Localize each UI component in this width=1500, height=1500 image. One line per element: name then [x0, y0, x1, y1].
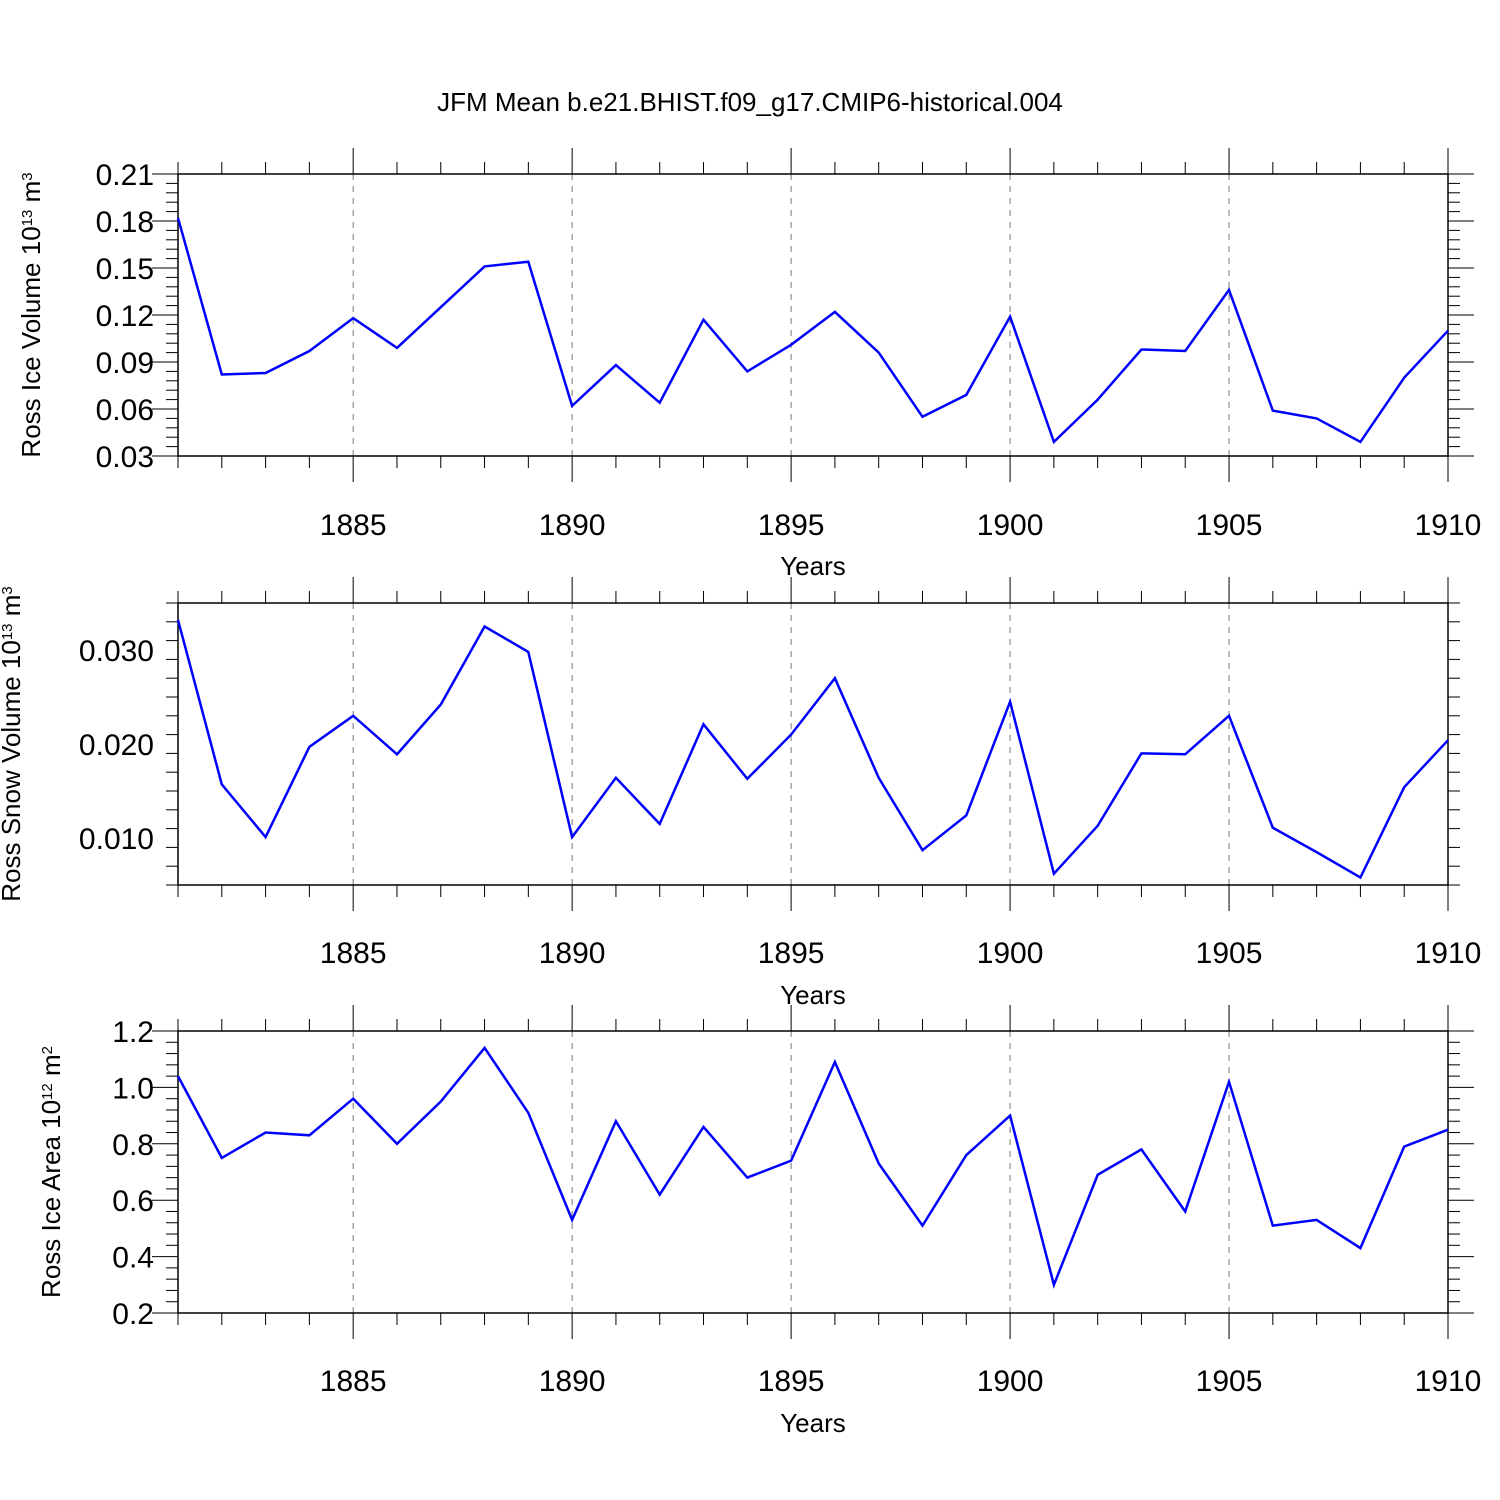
y-tick-label: 0.2 [112, 1298, 154, 1331]
x-tick-label: 1910 [1415, 509, 1482, 542]
y-axis-label: Ross Ice Area 1012 m2 [36, 1046, 66, 1298]
x-tick-label: 1885 [320, 1365, 387, 1398]
x-tick-label: 1885 [320, 937, 387, 970]
y-tick-label: 1.2 [112, 1016, 154, 1049]
plot-frame [177, 1030, 1449, 1314]
x-tick-label: 1905 [1196, 937, 1263, 970]
y-tick-label: 0.020 [79, 729, 154, 762]
series-line [176, 619, 1449, 880]
series-line [176, 1045, 1449, 1289]
plot-frame [177, 602, 1449, 886]
y-tick-label: 0.06 [96, 394, 154, 427]
y-axis-label: Ross Ice Volume 1013 m3 [16, 172, 46, 457]
x-tick-label: 1900 [977, 937, 1044, 970]
plot-frame [177, 173, 1449, 457]
chart-panel-3: 0.2 0.4 0.6 0.8 1.0 1.2 1885 1890 1895 1900 1905 19… [36, 1005, 1481, 1438]
x-tick-label: 1905 [1196, 509, 1263, 542]
x-tick-label: 1890 [539, 937, 606, 970]
y-tick-label: 1.0 [112, 1072, 154, 1105]
y-tick-label: 0.030 [79, 635, 154, 668]
x-tick-label: 1890 [539, 1365, 606, 1398]
x-axis-label: Years [780, 1408, 846, 1438]
x-tick-label: 1895 [758, 509, 825, 542]
chart-panel-2: 0.010 0.020 0.030 1885 1890 1895 1900 1905 1910 Y… [0, 577, 1481, 1010]
y-tick-label: 0.010 [79, 823, 154, 856]
y-tick-label: 0.15 [96, 253, 154, 286]
y-tick-label: 0.03 [96, 441, 154, 474]
y-tick-label: 0.6 [112, 1185, 154, 1218]
x-tick-label: 1900 [977, 1365, 1044, 1398]
y-tick-label: 0.12 [96, 300, 154, 333]
series-line [176, 217, 1449, 445]
y-tick-label: 0.4 [112, 1242, 154, 1275]
x-tick-label: 1905 [1196, 1365, 1263, 1398]
x-axis-label: Years [780, 980, 846, 1010]
x-tick-label: 1890 [539, 509, 606, 542]
x-tick-label: 1910 [1415, 1365, 1482, 1398]
x-tick-label: 1910 [1415, 937, 1482, 970]
chart-panel-1: 0.03 0.06 0.09 0.12 0.15 0.18 0.21 1885 1890 1895… [16, 148, 1481, 581]
y-tick-label: 0.18 [96, 206, 154, 239]
x-axis-label: Years [780, 551, 846, 581]
y-axis-label: Ross Snow Volume 1013 m3 [0, 586, 26, 902]
x-tick-label: 1900 [977, 509, 1044, 542]
y-tick-label: 0.21 [96, 159, 154, 192]
x-tick-label: 1895 [758, 937, 825, 970]
figure-title: JFM Mean b.e21.BHIST.f09_g17.CMIP6-histo… [437, 87, 1063, 117]
y-tick-label: 0.8 [112, 1129, 154, 1162]
y-tick-label: 0.09 [96, 347, 154, 380]
x-tick-label: 1885 [320, 509, 387, 542]
x-tick-label: 1895 [758, 1365, 825, 1398]
